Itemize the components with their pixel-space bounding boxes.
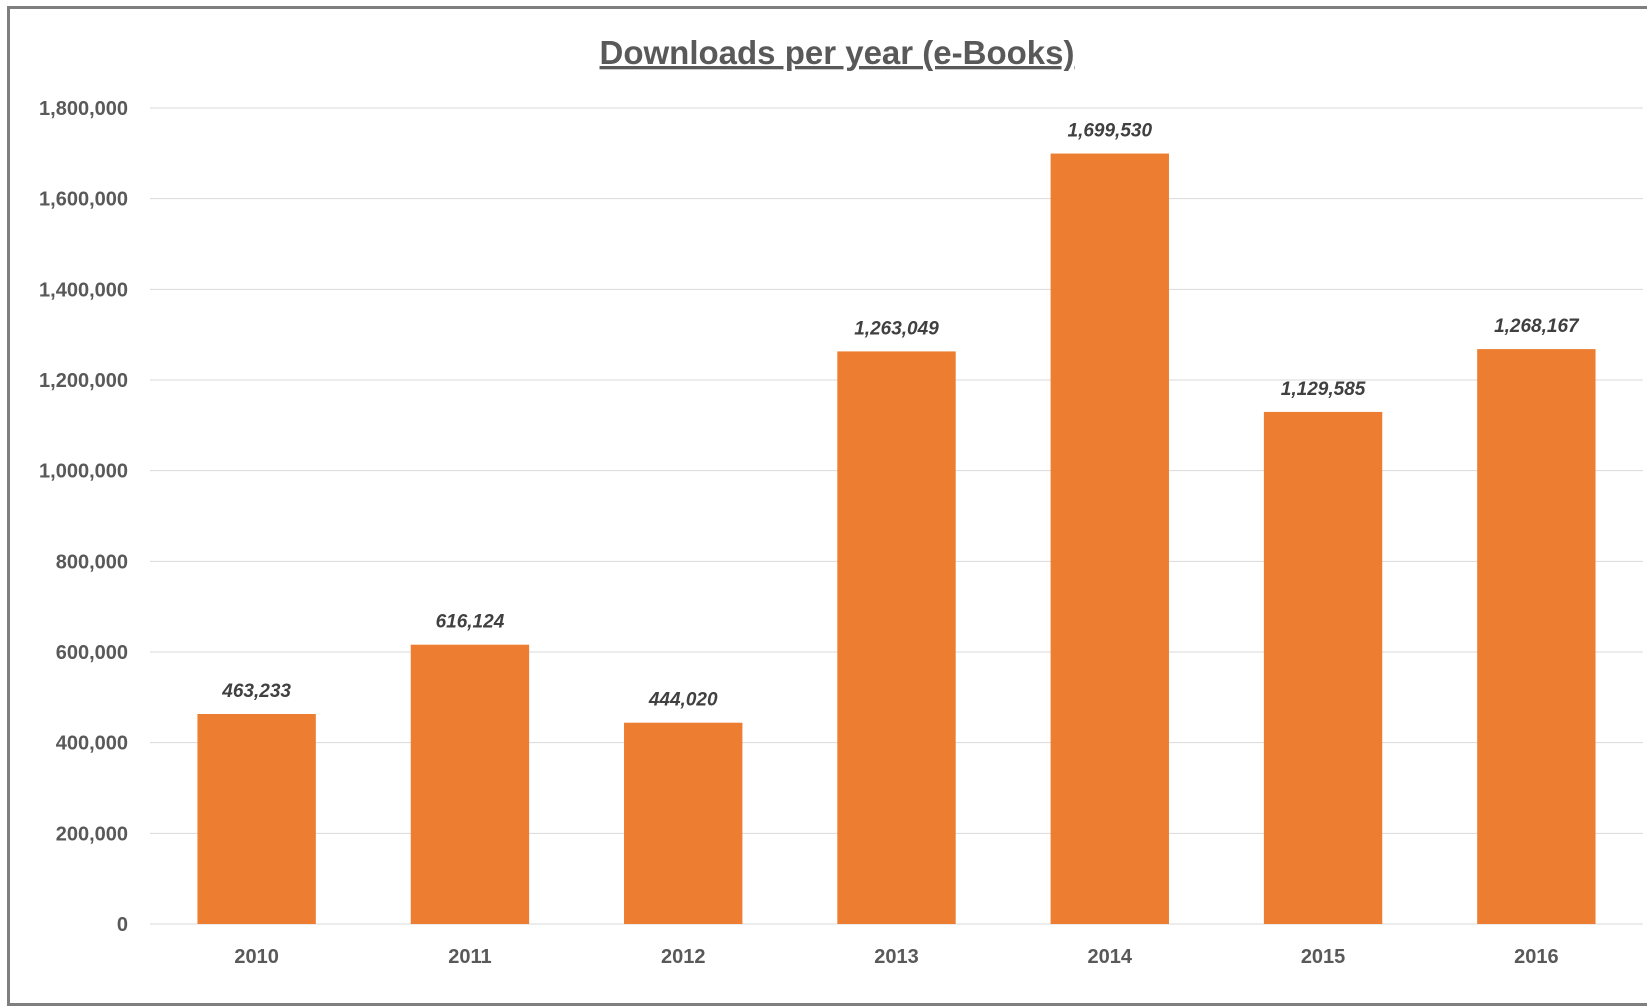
bar-2011 xyxy=(410,644,530,924)
bar-2016 xyxy=(1477,349,1596,924)
y-tick-label: 1,800,000 xyxy=(39,98,128,120)
data-label-2010: 463,233 xyxy=(221,681,291,702)
data-label-2016: 1,268,167 xyxy=(1494,316,1580,337)
data-labels: 463,233 616,124 444,020 1,263,049 1,699,530 1… xyxy=(221,121,1580,711)
y-tick-label: 1,200,000 xyxy=(39,370,128,392)
x-tick-label-2015: 2015 xyxy=(1301,946,1346,968)
x-tick-label-2012: 2012 xyxy=(661,946,706,968)
y-tick-label: 200,000 xyxy=(56,823,128,845)
x-axis-tick-labels: 2010 2011 2012 2013 2014 2015 2016 xyxy=(234,946,1558,968)
data-label-2011: 616,124 xyxy=(436,612,505,633)
x-tick-label-2011: 2011 xyxy=(448,946,491,968)
data-label-2013: 1,263,049 xyxy=(854,318,939,339)
bars xyxy=(197,153,1596,925)
data-label-2012: 444,020 xyxy=(648,690,718,711)
y-tick-label: 1,600,000 xyxy=(39,189,128,211)
bar-2012 xyxy=(624,722,743,924)
x-tick-label-2014: 2014 xyxy=(1088,946,1133,968)
y-tick-label: 800,000 xyxy=(56,551,128,573)
bar-2014 xyxy=(1050,153,1169,925)
data-label-2015: 1,129,585 xyxy=(1281,379,1366,400)
chart-title: Downloads per year (e-Books) xyxy=(600,34,1075,71)
y-axis-tick-labels: 0 200,000 400,000 600,000 800,000 1,000,000 1,… xyxy=(39,98,128,936)
y-tick-label: 0 xyxy=(117,914,128,936)
bar-2013 xyxy=(837,351,956,924)
bar-2010 xyxy=(197,714,316,924)
x-tick-label-2013: 2013 xyxy=(874,946,919,968)
data-label-2014: 1,699,530 xyxy=(1068,121,1153,142)
bar-chart: Downloads per year (e-Books) 0 200,000 400… xyxy=(39,34,1643,968)
y-tick-label: 400,000 xyxy=(56,733,128,755)
x-tick-label-2016: 2016 xyxy=(1514,946,1559,968)
bar-2015 xyxy=(1263,411,1383,924)
y-tick-label: 1,400,000 xyxy=(39,279,128,301)
y-tick-label: 600,000 xyxy=(56,642,128,664)
x-tick-label-2010: 2010 xyxy=(234,946,279,968)
y-tick-label: 1,000,000 xyxy=(39,461,128,483)
